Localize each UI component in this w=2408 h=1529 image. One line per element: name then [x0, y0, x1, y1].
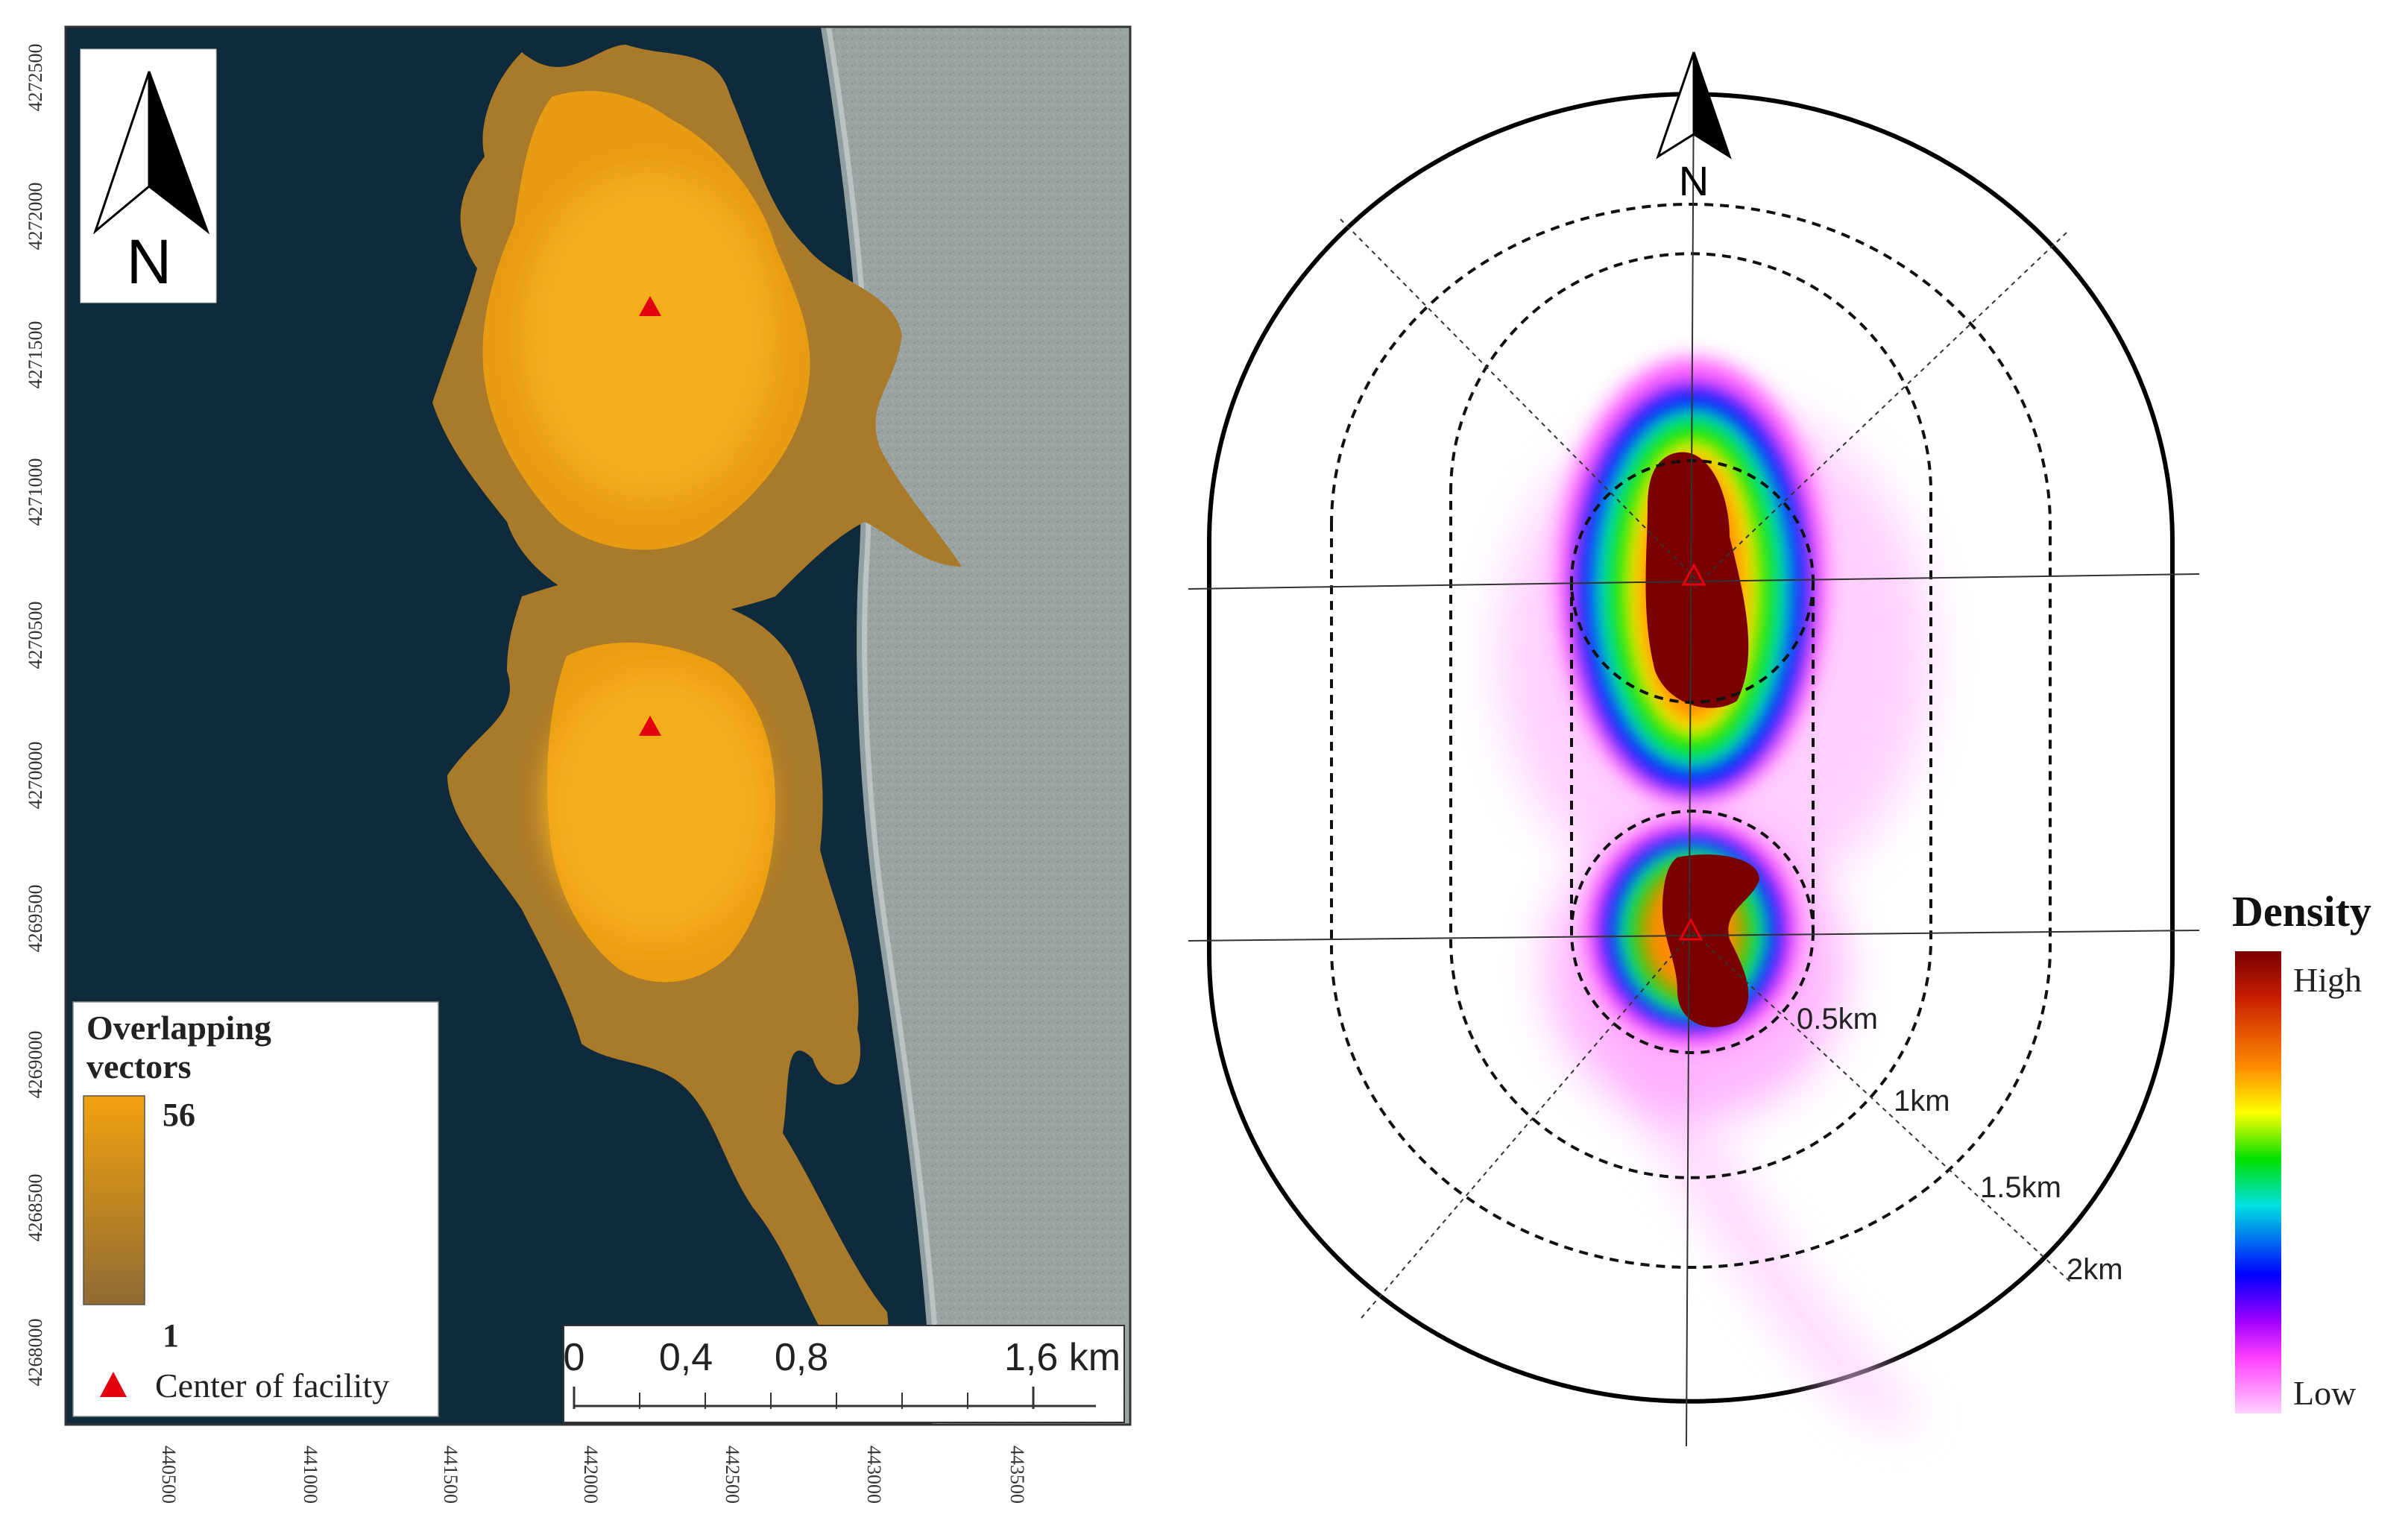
facility-marker-north	[1681, 562, 1706, 586]
north-arrow: N	[1656, 51, 1732, 204]
y-tick-6: 4269500	[25, 885, 46, 953]
ring-label-0: 0.5km	[1797, 1003, 1878, 1035]
y-tick-9: 4268000	[25, 1319, 46, 1387]
y-tick-5: 4270000	[25, 742, 46, 810]
y-tick-1: 4272000	[25, 183, 46, 250]
density-north	[1498, 358, 1931, 909]
x-tick-4: 442500	[722, 1446, 743, 1504]
x-tick-5: 443000	[863, 1446, 885, 1504]
x-tick-0: 440500	[158, 1446, 180, 1504]
north-label: N	[1679, 157, 1709, 204]
facility-marker-north	[639, 296, 661, 316]
facility-marker-south	[639, 716, 661, 736]
x-tick-1: 441000	[300, 1446, 321, 1504]
plume-south	[447, 577, 889, 1381]
x-tick-2: 441500	[440, 1446, 461, 1504]
legend-max-label: 56	[163, 1097, 195, 1133]
density-south	[1547, 820, 1923, 1425]
scale-label-3: 1,6 km	[1004, 1336, 1121, 1379]
right-map: N 0.5km 1km 1.5km 2km Density High Low	[1188, 51, 2371, 1447]
scale-bar: 0 0,4 0,8 1,6 km	[563, 1325, 1125, 1423]
density-high-label: High	[2293, 961, 2362, 999]
legend-title-line2: vectors	[86, 1047, 191, 1085]
axis-lines	[1188, 71, 2200, 1447]
plume-north	[432, 45, 962, 618]
density-low-label: Low	[2293, 1374, 2357, 1412]
legend-marker-icon	[100, 1372, 127, 1397]
x-tick-6: 443500	[1006, 1446, 1028, 1504]
land-area	[826, 27, 1130, 1425]
y-tick-0: 4272500	[25, 44, 46, 112]
ring-label-1: 1km	[1894, 1085, 1950, 1117]
diagonal-lines	[1340, 218, 2073, 1319]
scale-label-0: 0	[564, 1336, 585, 1379]
legend-marker-label: Center of facility	[155, 1366, 389, 1405]
legend-min-label: 1	[163, 1317, 179, 1354]
x-tick-labels: 440500 441000 441500 442000 442500 44300…	[158, 1446, 1028, 1504]
y-tick-2: 4271500	[25, 321, 46, 389]
y-tick-labels: 4272500 4272000 4271500 4271000 4270500 …	[25, 44, 46, 1387]
scale-label-1: 0,4	[659, 1336, 713, 1379]
density-legend: Density High Low	[2232, 887, 2371, 1413]
north-label: N	[127, 227, 172, 297]
scale-label-2: 0,8	[775, 1336, 828, 1379]
y-tick-8: 4268500	[25, 1174, 46, 1242]
facility-marker-south	[1678, 917, 1703, 941]
y-tick-7: 4269000	[25, 1031, 46, 1099]
north-arrow: N	[80, 48, 217, 303]
ring-label-3: 2km	[2067, 1253, 2123, 1286]
ring-label-2: 1.5km	[1980, 1171, 2061, 1204]
legend-color-ramp	[83, 1095, 145, 1305]
y-tick-4: 4270500	[25, 602, 46, 669]
legend-title-line1: Overlapping	[86, 1009, 271, 1047]
x-tick-3: 442000	[580, 1446, 602, 1504]
ring-labels: 0.5km 1km 1.5km 2km	[1797, 1003, 2123, 1286]
vector-legend: Overlapping vectors 56 1 Center of facil…	[72, 1001, 439, 1417]
outer-boundary	[1207, 92, 2175, 1404]
y-tick-3: 4271000	[25, 458, 46, 526]
density-color-ramp	[2235, 951, 2281, 1413]
density-legend-title: Density	[2232, 887, 2371, 936]
left-map: N Overlapping vectors 56 1 Center of fac…	[25, 25, 1132, 1504]
